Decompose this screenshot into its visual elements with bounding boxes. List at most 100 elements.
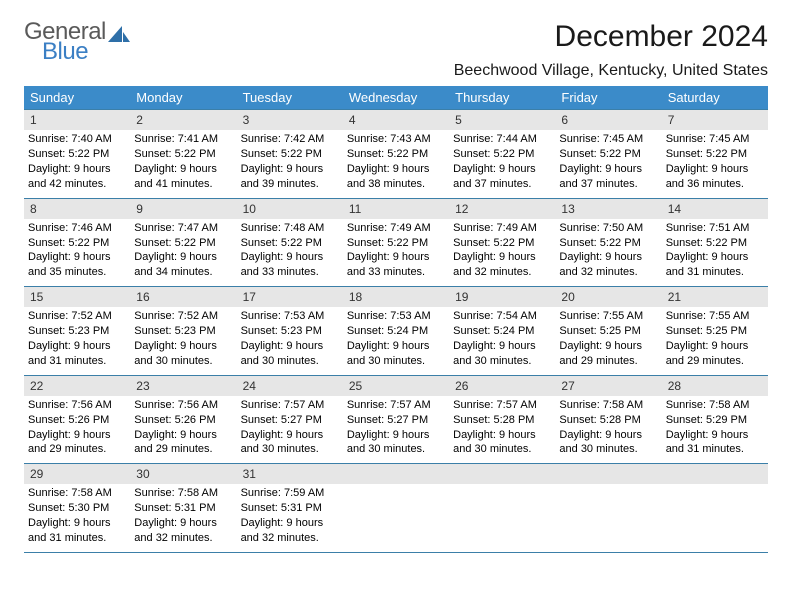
sunset-line: Sunset: 5:22 PM bbox=[666, 236, 764, 251]
sunset-line: Sunset: 5:24 PM bbox=[347, 324, 445, 339]
day-details: Sunrise: 7:57 AMSunset: 5:28 PMDaylight:… bbox=[449, 396, 555, 463]
sunset-line: Sunset: 5:26 PM bbox=[28, 413, 126, 428]
day-number: 8 bbox=[24, 199, 130, 219]
day-number: 7 bbox=[662, 110, 768, 130]
day-details: Sunrise: 7:44 AMSunset: 5:22 PMDaylight:… bbox=[449, 130, 555, 197]
daylight-line: Daylight: 9 hours and 32 minutes. bbox=[241, 516, 339, 546]
calendar-cell: 24Sunrise: 7:57 AMSunset: 5:27 PMDayligh… bbox=[237, 375, 343, 464]
sunset-line: Sunset: 5:23 PM bbox=[241, 324, 339, 339]
day-details: Sunrise: 7:42 AMSunset: 5:22 PMDaylight:… bbox=[237, 130, 343, 197]
sunrise-line: Sunrise: 7:43 AM bbox=[347, 132, 445, 147]
sunrise-line: Sunrise: 7:57 AM bbox=[241, 398, 339, 413]
sunrise-line: Sunrise: 7:56 AM bbox=[28, 398, 126, 413]
calendar-cell: 11Sunrise: 7:49 AMSunset: 5:22 PMDayligh… bbox=[343, 198, 449, 287]
location-text: Beechwood Village, Kentucky, United Stat… bbox=[454, 62, 768, 80]
sunset-line: Sunset: 5:31 PM bbox=[134, 501, 232, 516]
daylight-line: Daylight: 9 hours and 29 minutes. bbox=[666, 339, 764, 369]
daylight-line: Daylight: 9 hours and 32 minutes. bbox=[134, 516, 232, 546]
sunset-line: Sunset: 5:24 PM bbox=[453, 324, 551, 339]
calendar-cell: 7Sunrise: 7:45 AMSunset: 5:22 PMDaylight… bbox=[662, 110, 768, 199]
daylight-line: Daylight: 9 hours and 34 minutes. bbox=[134, 250, 232, 280]
sunset-line: Sunset: 5:23 PM bbox=[134, 324, 232, 339]
sunset-line: Sunset: 5:22 PM bbox=[241, 147, 339, 162]
sunrise-line: Sunrise: 7:42 AM bbox=[241, 132, 339, 147]
sunrise-line: Sunrise: 7:52 AM bbox=[28, 309, 126, 324]
calendar-cell: 16Sunrise: 7:52 AMSunset: 5:23 PMDayligh… bbox=[130, 287, 236, 376]
day-details: Sunrise: 7:55 AMSunset: 5:25 PMDaylight:… bbox=[662, 307, 768, 374]
sunrise-line: Sunrise: 7:58 AM bbox=[559, 398, 657, 413]
calendar-cell: 31Sunrise: 7:59 AMSunset: 5:31 PMDayligh… bbox=[237, 464, 343, 553]
sunset-line: Sunset: 5:22 PM bbox=[559, 147, 657, 162]
calendar-cell bbox=[449, 464, 555, 553]
day-details: Sunrise: 7:58 AMSunset: 5:30 PMDaylight:… bbox=[24, 484, 130, 551]
day-details: Sunrise: 7:58 AMSunset: 5:28 PMDaylight:… bbox=[555, 396, 661, 463]
day-details bbox=[343, 484, 449, 544]
sunset-line: Sunset: 5:22 PM bbox=[666, 147, 764, 162]
daylight-line: Daylight: 9 hours and 30 minutes. bbox=[453, 428, 551, 458]
day-number: 15 bbox=[24, 287, 130, 307]
daylight-line: Daylight: 9 hours and 33 minutes. bbox=[347, 250, 445, 280]
daylight-line: Daylight: 9 hours and 36 minutes. bbox=[666, 162, 764, 192]
day-number: 19 bbox=[449, 287, 555, 307]
day-details: Sunrise: 7:45 AMSunset: 5:22 PMDaylight:… bbox=[662, 130, 768, 197]
day-details: Sunrise: 7:54 AMSunset: 5:24 PMDaylight:… bbox=[449, 307, 555, 374]
sunset-line: Sunset: 5:28 PM bbox=[559, 413, 657, 428]
weekday-header: Saturday bbox=[662, 86, 768, 110]
day-number: 18 bbox=[343, 287, 449, 307]
day-number bbox=[662, 464, 768, 484]
weekday-header: Wednesday bbox=[343, 86, 449, 110]
day-number: 20 bbox=[555, 287, 661, 307]
calendar-cell: 13Sunrise: 7:50 AMSunset: 5:22 PMDayligh… bbox=[555, 198, 661, 287]
daylight-line: Daylight: 9 hours and 39 minutes. bbox=[241, 162, 339, 192]
calendar-cell: 15Sunrise: 7:52 AMSunset: 5:23 PMDayligh… bbox=[24, 287, 130, 376]
calendar-cell: 5Sunrise: 7:44 AMSunset: 5:22 PMDaylight… bbox=[449, 110, 555, 199]
sunset-line: Sunset: 5:22 PM bbox=[28, 236, 126, 251]
day-details: Sunrise: 7:52 AMSunset: 5:23 PMDaylight:… bbox=[130, 307, 236, 374]
day-number: 25 bbox=[343, 376, 449, 396]
weekday-header: Friday bbox=[555, 86, 661, 110]
daylight-line: Daylight: 9 hours and 29 minutes. bbox=[559, 339, 657, 369]
day-details: Sunrise: 7:53 AMSunset: 5:23 PMDaylight:… bbox=[237, 307, 343, 374]
calendar-cell: 22Sunrise: 7:56 AMSunset: 5:26 PMDayligh… bbox=[24, 375, 130, 464]
day-number: 1 bbox=[24, 110, 130, 130]
sunrise-line: Sunrise: 7:59 AM bbox=[241, 486, 339, 501]
daylight-line: Daylight: 9 hours and 41 minutes. bbox=[134, 162, 232, 192]
calendar-cell bbox=[343, 464, 449, 553]
day-details: Sunrise: 7:58 AMSunset: 5:29 PMDaylight:… bbox=[662, 396, 768, 463]
sunrise-line: Sunrise: 7:57 AM bbox=[347, 398, 445, 413]
day-number: 31 bbox=[237, 464, 343, 484]
daylight-line: Daylight: 9 hours and 29 minutes. bbox=[28, 428, 126, 458]
day-details: Sunrise: 7:53 AMSunset: 5:24 PMDaylight:… bbox=[343, 307, 449, 374]
sunset-line: Sunset: 5:25 PM bbox=[559, 324, 657, 339]
daylight-line: Daylight: 9 hours and 31 minutes. bbox=[28, 516, 126, 546]
sunset-line: Sunset: 5:25 PM bbox=[666, 324, 764, 339]
day-details: Sunrise: 7:56 AMSunset: 5:26 PMDaylight:… bbox=[130, 396, 236, 463]
sunrise-line: Sunrise: 7:57 AM bbox=[453, 398, 551, 413]
daylight-line: Daylight: 9 hours and 30 minutes. bbox=[453, 339, 551, 369]
day-number: 2 bbox=[130, 110, 236, 130]
day-details: Sunrise: 7:51 AMSunset: 5:22 PMDaylight:… bbox=[662, 219, 768, 286]
daylight-line: Daylight: 9 hours and 29 minutes. bbox=[134, 428, 232, 458]
sunrise-line: Sunrise: 7:52 AM bbox=[134, 309, 232, 324]
calendar-week-row: 1Sunrise: 7:40 AMSunset: 5:22 PMDaylight… bbox=[24, 110, 768, 199]
day-number bbox=[555, 464, 661, 484]
daylight-line: Daylight: 9 hours and 30 minutes. bbox=[241, 428, 339, 458]
calendar-cell: 19Sunrise: 7:54 AMSunset: 5:24 PMDayligh… bbox=[449, 287, 555, 376]
sunrise-line: Sunrise: 7:41 AM bbox=[134, 132, 232, 147]
daylight-line: Daylight: 9 hours and 37 minutes. bbox=[559, 162, 657, 192]
day-number: 24 bbox=[237, 376, 343, 396]
calendar-cell: 17Sunrise: 7:53 AMSunset: 5:23 PMDayligh… bbox=[237, 287, 343, 376]
calendar-cell: 10Sunrise: 7:48 AMSunset: 5:22 PMDayligh… bbox=[237, 198, 343, 287]
logo-text-blue: Blue bbox=[42, 40, 130, 64]
calendar-week-row: 15Sunrise: 7:52 AMSunset: 5:23 PMDayligh… bbox=[24, 287, 768, 376]
day-details: Sunrise: 7:46 AMSunset: 5:22 PMDaylight:… bbox=[24, 219, 130, 286]
day-details: Sunrise: 7:57 AMSunset: 5:27 PMDaylight:… bbox=[237, 396, 343, 463]
sunrise-line: Sunrise: 7:45 AM bbox=[666, 132, 764, 147]
sunset-line: Sunset: 5:27 PM bbox=[347, 413, 445, 428]
day-number: 14 bbox=[662, 199, 768, 219]
sunset-line: Sunset: 5:22 PM bbox=[134, 147, 232, 162]
sunrise-line: Sunrise: 7:58 AM bbox=[134, 486, 232, 501]
day-number: 4 bbox=[343, 110, 449, 130]
day-number: 3 bbox=[237, 110, 343, 130]
day-details: Sunrise: 7:45 AMSunset: 5:22 PMDaylight:… bbox=[555, 130, 661, 197]
